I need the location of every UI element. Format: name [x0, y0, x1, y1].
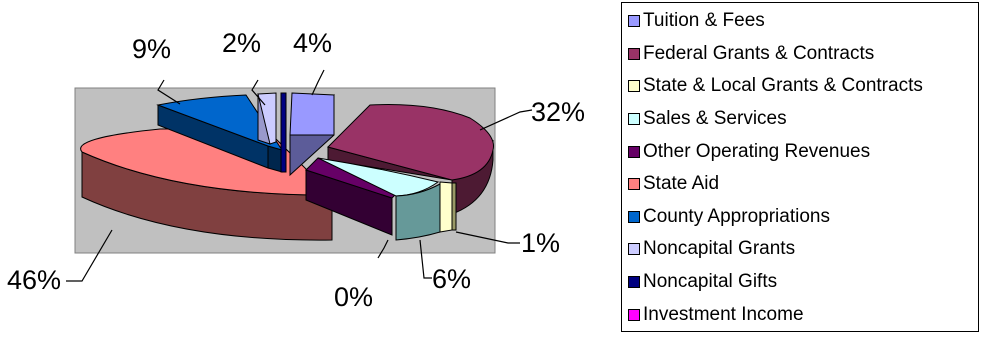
legend-item-other-operating-revenues: Other Operating Revenues	[622, 135, 978, 168]
legend-swatch-state-local-grants-contracts	[628, 80, 640, 93]
data-label-sales-services: 6%	[432, 264, 471, 294]
legend-item-noncapital-gifts: Noncapital Gifts	[622, 266, 978, 299]
legend-label-sales-services: Sales & Services	[643, 108, 787, 130]
legend-label-state-local-grants-contracts: State & Local Grants & Contracts	[643, 75, 923, 97]
data-label-state-local-grants: 1%	[521, 228, 560, 258]
legend-swatch-federal-grants-contracts	[628, 47, 640, 60]
legend-label-county-appropriations: County Appropriations	[643, 205, 830, 227]
data-label-federal-grants: 32%	[531, 97, 585, 127]
legend-swatch-state-aid	[628, 178, 640, 191]
data-label-other-operating: 0%	[334, 282, 373, 312]
legend-swatch-investment-income	[628, 308, 640, 321]
slice-noncapital-grants	[257, 92, 277, 145]
legend-item-sales-services: Sales & Services	[622, 103, 978, 136]
legend-item-county-appropriations: County Appropriations	[622, 201, 978, 234]
legend-label-other-operating-revenues: Other Operating Revenues	[643, 140, 871, 162]
data-label-noncapital-grants: 2%	[222, 28, 261, 58]
data-label-tuition-fees: 4%	[293, 28, 332, 58]
legend-item-noncapital-grants: Noncapital Grants	[622, 233, 978, 266]
pie-chart: 4% 32% 1% 6% 0% 46% 9% 2%	[7, 28, 585, 312]
legend-item-state-aid: State Aid	[622, 168, 978, 201]
slice-side-sales-services	[395, 183, 441, 241]
slice-noncapital-gifts	[280, 92, 287, 173]
legend-label-tuition-fees: Tuition & Fees	[643, 10, 765, 32]
legend-swatch-tuition-fees	[628, 15, 640, 28]
slice-tuition-fees	[289, 92, 335, 136]
legend-swatch-sales-services	[628, 113, 640, 126]
legend-label-federal-grants-contracts: Federal Grants & Contracts	[643, 42, 875, 64]
slice-state-local-grants	[439, 181, 453, 233]
data-label-county-appropriations: 9%	[132, 34, 171, 64]
leader-lines	[66, 69, 533, 282]
chart-legend: Tuition & Fees Federal Grants & Contracts…	[621, 2, 979, 332]
legend-swatch-other-operating-revenues	[628, 145, 640, 158]
legend-swatch-noncapital-grants	[628, 243, 640, 256]
legend-item-tuition-fees: Tuition & Fees	[622, 5, 978, 38]
legend-label-investment-income: Investment Income	[643, 303, 804, 325]
legend-item-state-local-grants-contracts: State & Local Grants & Contracts	[622, 70, 978, 103]
legend-label-state-aid: State Aid	[643, 173, 720, 195]
legend-label-noncapital-grants: Noncapital Grants	[643, 238, 796, 260]
legend-item-federal-grants-contracts: Federal Grants & Contracts	[622, 38, 978, 71]
legend-swatch-noncapital-gifts	[628, 276, 640, 289]
legend-swatch-county-appropriations	[628, 210, 640, 223]
slice-side-state-local-grants	[451, 182, 457, 231]
legend-item-investment-income: Investment Income	[622, 298, 978, 331]
legend-label-noncapital-gifts: Noncapital Gifts	[643, 271, 778, 293]
data-label-state-aid: 46%	[7, 265, 61, 295]
